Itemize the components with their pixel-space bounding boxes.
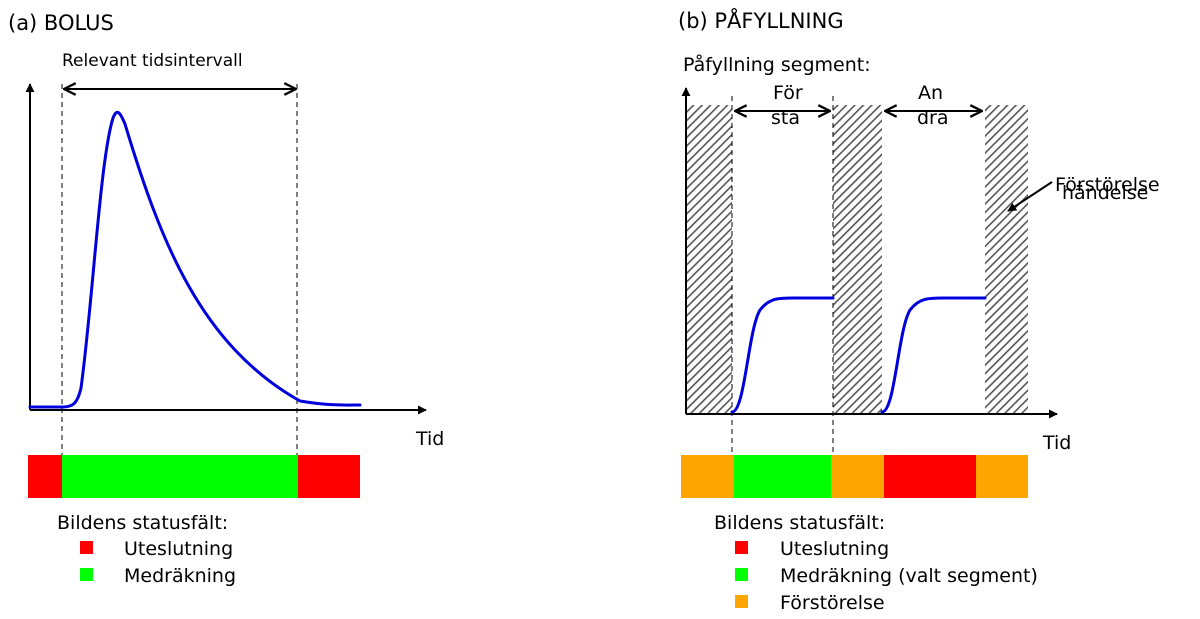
segment-heading: Påfyllning segment:	[683, 53, 871, 76]
legend-label-destruction-b: Förstörelse	[780, 592, 885, 614]
first-segment-label-line1: För	[773, 82, 803, 104]
destruction-column	[833, 105, 882, 414]
panel-a-title: (a) BOLUS	[8, 11, 114, 35]
legend-label-inclusion: Medräkning	[124, 565, 236, 587]
uptake-curve-second	[880, 296, 987, 414]
status-segment-inclusion	[62, 455, 298, 498]
x-axis-label-b: Tid	[1042, 432, 1071, 454]
status-segment-exclusion	[884, 455, 976, 498]
legend-swatch-inclusion	[80, 568, 93, 581]
status-segment-destruction	[681, 455, 734, 498]
x-axis-label: Tid	[415, 428, 444, 450]
legend-swatch-selected-b	[735, 568, 748, 581]
event-label-line1: Förstörelse	[1055, 174, 1160, 196]
legend-label-selected-b: Medräkning (valt segment)	[780, 565, 1038, 587]
legend-label-exclusion-b: Uteslutning	[780, 538, 889, 560]
status-segment-destruction	[831, 455, 884, 498]
legend-label-exclusion: Uteslutning	[124, 538, 233, 560]
status-segment-exclusion	[298, 455, 360, 498]
status-bar-a	[28, 455, 360, 498]
label-clip-mask	[740, 125, 825, 135]
status-segment-destruction	[976, 455, 1028, 498]
event-label-line2: händelse	[1062, 182, 1148, 204]
bolus-curve	[28, 110, 362, 409]
status-segment-exclusion	[28, 455, 62, 498]
destruction-column	[985, 105, 1028, 414]
first-segment-label-line2: sta	[771, 107, 800, 129]
panel-a: (a) BOLUS Relevant tidsintervall Tid Bil…	[8, 11, 444, 587]
legend-swatch-exclusion	[80, 541, 93, 554]
panel-b-title: (b) PÅFYLLNING	[678, 7, 844, 33]
second-segment-label-line2: dra	[917, 107, 949, 129]
label-clip-mask	[890, 125, 975, 135]
legend-swatch-exclusion-b	[735, 541, 748, 554]
interval-label: Relevant tidsintervall	[62, 51, 243, 71]
event-pointer-arrow	[1007, 181, 1053, 212]
status-segment-selected	[734, 455, 831, 498]
legend-title-b: Bildens statusfält:	[714, 512, 885, 534]
panel-b: (b) PÅFYLLNING Påfyllning segment: Tid F…	[678, 7, 1160, 614]
legend-title-a: Bildens statusfält:	[57, 512, 228, 534]
legend-swatch-destruction-b	[735, 595, 748, 608]
status-bar-b	[681, 455, 1028, 498]
second-segment-label-line1: An	[918, 82, 943, 104]
uptake-curve-first	[730, 296, 835, 414]
destruction-column	[686, 105, 732, 414]
